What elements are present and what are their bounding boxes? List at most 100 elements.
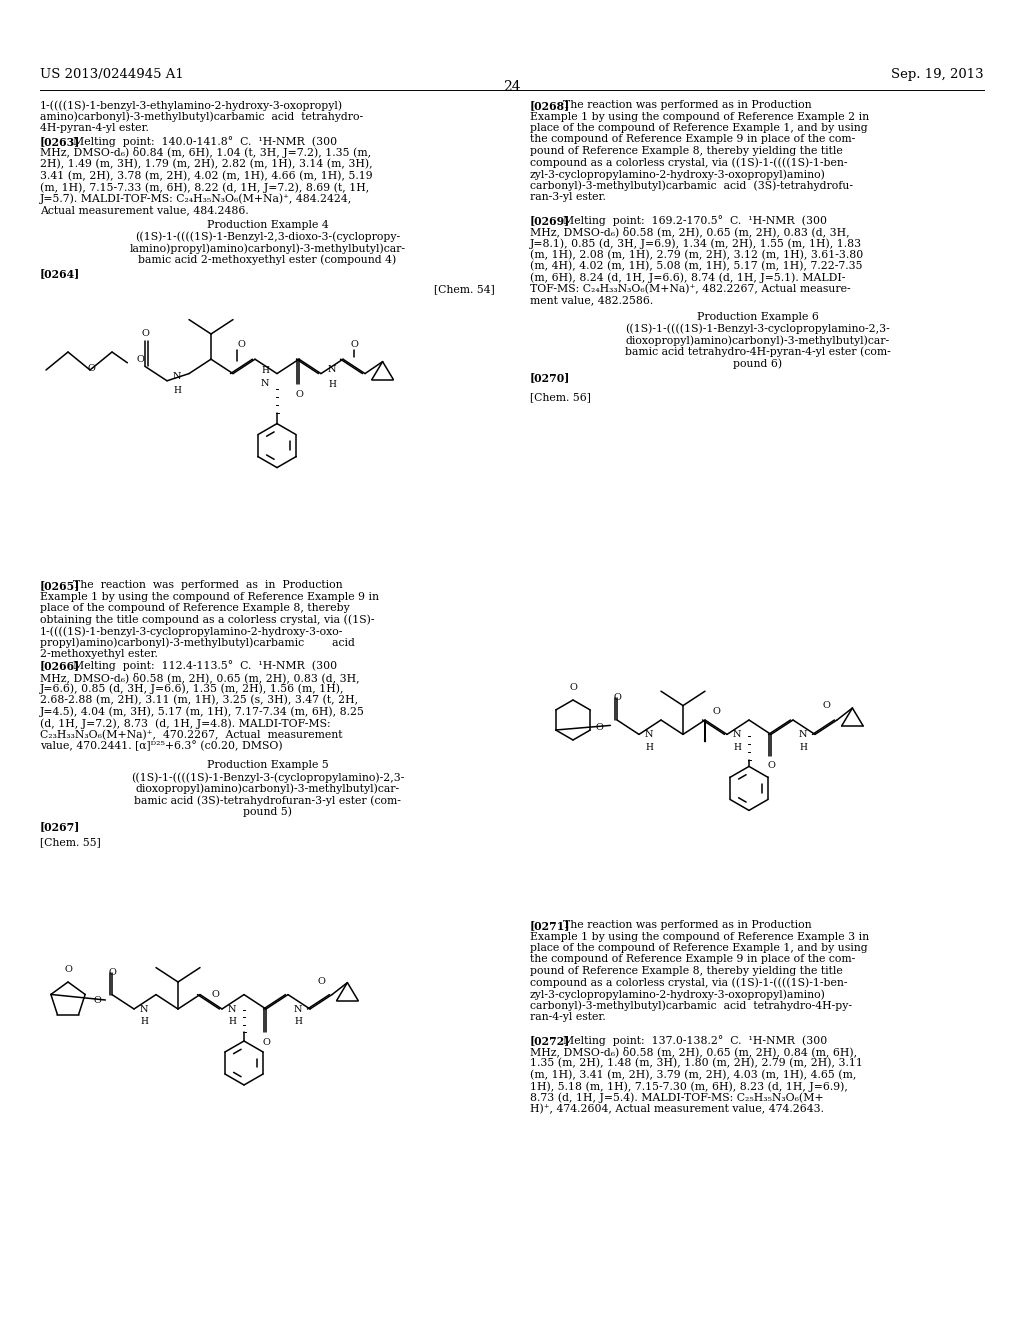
Text: J=8.1), 0.85 (d, 3H, J=6.9), 1.34 (m, 2H), 1.55 (m, 1H), 1.83: J=8.1), 0.85 (d, 3H, J=6.9), 1.34 (m, 2H… [530, 238, 862, 248]
Text: ran-4-yl ester.: ran-4-yl ester. [530, 1012, 606, 1022]
Text: The reaction was performed as in Production: The reaction was performed as in Product… [556, 100, 812, 110]
Text: propyl)amino)carbonyl)-3-methylbutyl)carbamic        acid: propyl)amino)carbonyl)-3-methylbutyl)car… [40, 638, 355, 648]
Text: Melting  point:  112.4-113.5°  C.  ¹H-NMR  (300: Melting point: 112.4-113.5° C. ¹H-NMR (3… [67, 660, 337, 672]
Text: N: N [261, 379, 269, 388]
Text: pound of Reference Example 8, thereby yielding the title: pound of Reference Example 8, thereby yi… [530, 966, 843, 975]
Text: O: O [317, 978, 325, 986]
Text: The  reaction  was  performed  as  in  Production: The reaction was performed as in Product… [67, 579, 343, 590]
Text: Sep. 19, 2013: Sep. 19, 2013 [891, 69, 984, 81]
Text: H)⁺, 474.2604, Actual measurement value, 474.2643.: H)⁺, 474.2604, Actual measurement value,… [530, 1104, 824, 1114]
Text: bamic acid 2-methoxyethyl ester (compound 4): bamic acid 2-methoxyethyl ester (compoun… [138, 255, 396, 265]
Text: [Chem. 56]: [Chem. 56] [530, 392, 591, 403]
Text: place of the compound of Reference Example 1, and by using: place of the compound of Reference Examp… [530, 123, 867, 133]
Text: value, 470.2441. [α]ᴰ²⁵+6.3° (c0.20, DMSO): value, 470.2441. [α]ᴰ²⁵+6.3° (c0.20, DMS… [40, 741, 283, 751]
Text: bamic acid (3S)-tetrahydrofuran-3-yl ester (com-: bamic acid (3S)-tetrahydrofuran-3-yl est… [134, 795, 401, 805]
Text: pound of Reference Example 8, thereby yielding the title: pound of Reference Example 8, thereby yi… [530, 147, 843, 156]
Text: Production Example 6: Production Example 6 [696, 312, 818, 322]
Text: J=6.6), 0.85 (d, 3H, J=6.6), 1.35 (m, 2H), 1.56 (m, 1H),: J=6.6), 0.85 (d, 3H, J=6.6), 1.35 (m, 2H… [40, 684, 344, 694]
Text: 2H), 1.49 (m, 3H), 1.79 (m, 2H), 2.82 (m, 1H), 3.14 (m, 3H),: 2H), 1.49 (m, 3H), 1.79 (m, 2H), 2.82 (m… [40, 158, 373, 169]
Text: H: H [645, 742, 653, 751]
Text: MHz, DMSO-d₆) δ0.58 (m, 2H), 0.65 (m, 2H), 0.83 (d, 3H,: MHz, DMSO-d₆) δ0.58 (m, 2H), 0.65 (m, 2H… [40, 672, 359, 682]
Text: [0269]: [0269] [530, 215, 570, 226]
Text: 1-((((1S)-1-benzyl-3-ethylamino-2-hydroxy-3-oxopropyl): 1-((((1S)-1-benzyl-3-ethylamino-2-hydrox… [40, 100, 343, 111]
Text: [0270]: [0270] [530, 372, 570, 384]
Text: (d, 1H, J=7.2), 8.73  (d, 1H, J=4.8). MALDI-TOF-MS:: (d, 1H, J=7.2), 8.73 (d, 1H, J=4.8). MAL… [40, 718, 331, 729]
Text: H: H [799, 742, 807, 751]
Text: Melting  point:  169.2-170.5°  C.  ¹H-NMR  (300: Melting point: 169.2-170.5° C. ¹H-NMR (3… [556, 215, 827, 226]
Text: O: O [596, 723, 604, 731]
Text: (m, 1H), 7.15-7.33 (m, 6H), 8.22 (d, 1H, J=7.2), 8.69 (t, 1H,: (m, 1H), 7.15-7.33 (m, 6H), 8.22 (d, 1H,… [40, 182, 370, 193]
Text: N: N [294, 1005, 302, 1014]
Text: ((1S)-1-((((1S)-1-Benzyl-2,3-dioxo-3-(cyclopropy-: ((1S)-1-((((1S)-1-Benzyl-2,3-dioxo-3-(cy… [135, 231, 400, 242]
Text: carbonyl)-3-methylbutyl)carbamic  acid  tetrahydro-4H-py-: carbonyl)-3-methylbutyl)carbamic acid te… [530, 1001, 852, 1011]
Text: O: O [295, 389, 303, 399]
Text: Example 1 by using the compound of Reference Example 2 in: Example 1 by using the compound of Refer… [530, 111, 869, 121]
Text: Melting  point:  140.0-141.8°  C.  ¹H-NMR  (300: Melting point: 140.0-141.8° C. ¹H-NMR (3… [67, 136, 337, 147]
Text: obtaining the title compound as a colorless crystal, via ((1S)-: obtaining the title compound as a colorl… [40, 615, 375, 626]
Text: C₂₃H₃₃N₃O₆(M+Na)⁺,  470.2267,  Actual  measurement: C₂₃H₃₃N₃O₆(M+Na)⁺, 470.2267, Actual meas… [40, 730, 342, 739]
Text: [0264]: [0264] [40, 268, 80, 279]
Text: O: O [822, 701, 829, 710]
Text: 2.68-2.88 (m, 2H), 3.11 (m, 1H), 3.25 (s, 3H), 3.47 (t, 2H,: 2.68-2.88 (m, 2H), 3.11 (m, 1H), 3.25 (s… [40, 696, 358, 705]
Text: [0266]: [0266] [40, 660, 80, 672]
Text: (m, 1H), 3.41 (m, 2H), 3.79 (m, 2H), 4.03 (m, 1H), 4.65 (m,: (m, 1H), 3.41 (m, 2H), 3.79 (m, 2H), 4.0… [530, 1069, 856, 1080]
Text: N: N [139, 1005, 148, 1014]
Text: ((1S)-1-((((1S)-1-Benzyl-3-(cyclopropylamino)-2,3-: ((1S)-1-((((1S)-1-Benzyl-3-(cyclopropyla… [131, 772, 404, 783]
Text: O: O [712, 706, 720, 715]
Text: 1-((((1S)-1-benzyl-3-cyclopropylamino-2-hydroxy-3-oxo-: 1-((((1S)-1-benzyl-3-cyclopropylamino-2-… [40, 626, 343, 636]
Text: Actual measurement value, 484.2486.: Actual measurement value, 484.2486. [40, 205, 249, 215]
Text: 2-methoxyethyl ester.: 2-methoxyethyl ester. [40, 649, 158, 659]
Text: carbonyl)-3-methylbutyl)carbamic  acid  (3S)-tetrahydrofu-: carbonyl)-3-methylbutyl)carbamic acid (3… [530, 181, 853, 191]
Text: place of the compound of Reference Example 8, thereby: place of the compound of Reference Examp… [40, 603, 350, 612]
Text: O: O [262, 1038, 270, 1047]
Text: O: O [212, 990, 219, 999]
Text: J=4.5), 4.04 (m, 3H), 5.17 (m, 1H), 7.17-7.34 (m, 6H), 8.25: J=4.5), 4.04 (m, 3H), 5.17 (m, 1H), 7.17… [40, 706, 365, 717]
Text: the compound of Reference Example 9 in place of the com-: the compound of Reference Example 9 in p… [530, 135, 855, 144]
Text: [0267]: [0267] [40, 821, 80, 832]
Text: place of the compound of Reference Example 1, and by using: place of the compound of Reference Examp… [530, 942, 867, 953]
Text: [0272]: [0272] [530, 1035, 570, 1045]
Text: 1H), 5.18 (m, 1H), 7.15-7.30 (m, 6H), 8.23 (d, 1H, J=6.9),: 1H), 5.18 (m, 1H), 7.15-7.30 (m, 6H), 8.… [530, 1081, 848, 1092]
Text: N: N [645, 730, 653, 739]
Text: compound as a colorless crystal, via ((1S)-1-((((1S)-1-ben-: compound as a colorless crystal, via ((1… [530, 157, 848, 168]
Text: H: H [261, 367, 269, 375]
Text: N: N [732, 730, 741, 739]
Text: H: H [228, 1018, 236, 1026]
Text: MHz, DMSO-d₆) δ0.58 (m, 2H), 0.65 (m, 2H), 0.84 (m, 6H),: MHz, DMSO-d₆) δ0.58 (m, 2H), 0.65 (m, 2H… [530, 1047, 857, 1057]
Text: O: O [109, 968, 116, 977]
Text: dioxopropyl)amino)carbonyl)-3-methylbutyl)car-: dioxopropyl)amino)carbonyl)-3-methylbuty… [135, 784, 399, 795]
Text: [0265]: [0265] [40, 579, 80, 591]
Text: 8.73 (d, 1H, J=5.4). MALDI-TOF-MS: C₂₅H₃₅N₃O₆(M+: 8.73 (d, 1H, J=5.4). MALDI-TOF-MS: C₂₅H₃… [530, 1093, 823, 1104]
Text: O: O [569, 682, 577, 692]
Text: 3.41 (m, 2H), 3.78 (m, 2H), 4.02 (m, 1H), 4.66 (m, 1H), 5.19: 3.41 (m, 2H), 3.78 (m, 2H), 4.02 (m, 1H)… [40, 170, 373, 181]
Text: H: H [328, 380, 336, 389]
Text: [0271]: [0271] [530, 920, 570, 931]
Text: ((1S)-1-((((1S)-1-Benzyl-3-cyclopropylamino-2,3-: ((1S)-1-((((1S)-1-Benzyl-3-cyclopropylam… [625, 323, 890, 334]
Text: O: O [136, 355, 144, 364]
Text: [Chem. 55]: [Chem. 55] [40, 837, 100, 847]
Text: (m, 6H), 8.24 (d, 1H, J=6.6), 8.74 (d, 1H, J=5.1). MALDI-: (m, 6H), 8.24 (d, 1H, J=6.6), 8.74 (d, 1… [530, 272, 846, 282]
Text: pound 6): pound 6) [733, 358, 782, 368]
Text: H: H [140, 1018, 147, 1026]
Text: 4H-pyran-4-yl ester.: 4H-pyran-4-yl ester. [40, 123, 148, 133]
Text: TOF-MS: C₂₄H₃₃N₃O₆(M+Na)⁺, 482.2267, Actual measure-: TOF-MS: C₂₄H₃₃N₃O₆(M+Na)⁺, 482.2267, Act… [530, 284, 851, 294]
Text: ran-3-yl ester.: ran-3-yl ester. [530, 191, 606, 202]
Text: O: O [767, 762, 775, 771]
Text: N: N [173, 372, 181, 380]
Text: (m, 4H), 4.02 (m, 1H), 5.08 (m, 1H), 5.17 (m, 1H), 7.22-7.35: (m, 4H), 4.02 (m, 1H), 5.08 (m, 1H), 5.1… [530, 261, 862, 272]
Text: MHz, DMSO-d₆) δ0.84 (m, 6H), 1.04 (t, 3H, J=7.2), 1.35 (m,: MHz, DMSO-d₆) δ0.84 (m, 6H), 1.04 (t, 3H… [40, 148, 371, 158]
Text: O: O [141, 329, 148, 338]
Text: bamic acid tetrahydro-4H-pyran-4-yl ester (com-: bamic acid tetrahydro-4H-pyran-4-yl este… [625, 346, 891, 358]
Text: zyl-3-cyclopropylamino-2-hydroxy-3-oxopropyl)amino): zyl-3-cyclopropylamino-2-hydroxy-3-oxopr… [530, 989, 826, 999]
Text: N: N [799, 730, 807, 739]
Text: Production Example 4: Production Example 4 [207, 220, 329, 230]
Text: O: O [87, 364, 95, 372]
Text: compound as a colorless crystal, via ((1S)-1-((((1S)-1-ben-: compound as a colorless crystal, via ((1… [530, 978, 848, 989]
Text: 24: 24 [503, 81, 521, 94]
Text: lamino)propyl)amino)carbonyl)-3-methylbutyl)car-: lamino)propyl)amino)carbonyl)-3-methylbu… [129, 243, 406, 253]
Text: amino)carbonyl)-3-methylbutyl)carbamic  acid  tetrahydro-: amino)carbonyl)-3-methylbutyl)carbamic a… [40, 111, 364, 121]
Text: J=5.7). MALDI-TOF-MS: C₂₄H₃₅N₃O₆(M+Na)⁺, 484.2424,: J=5.7). MALDI-TOF-MS: C₂₄H₃₅N₃O₆(M+Na)⁺,… [40, 194, 352, 205]
Text: H: H [294, 1018, 302, 1026]
Text: 1.35 (m, 2H), 1.48 (m, 3H), 1.80 (m, 2H), 2.79 (m, 2H), 3.11: 1.35 (m, 2H), 1.48 (m, 3H), 1.80 (m, 2H)… [530, 1059, 863, 1068]
Text: H: H [733, 742, 740, 751]
